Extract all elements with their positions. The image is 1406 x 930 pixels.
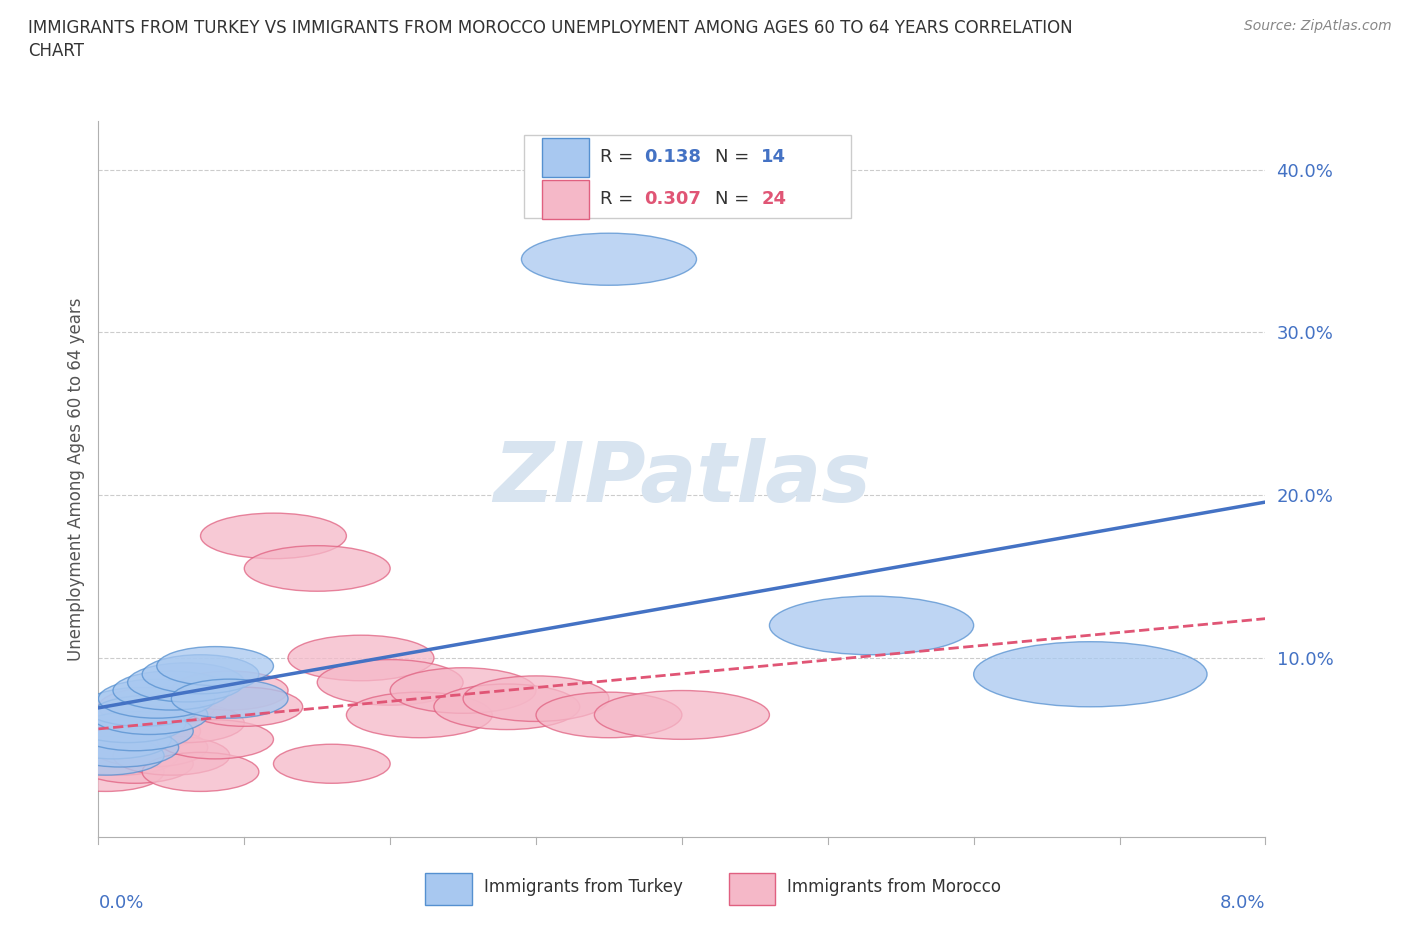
Y-axis label: Unemployment Among Ages 60 to 64 years: Unemployment Among Ages 60 to 64 years xyxy=(66,298,84,660)
Ellipse shape xyxy=(84,711,201,751)
Ellipse shape xyxy=(201,513,346,559)
Ellipse shape xyxy=(112,671,229,711)
Text: IMMIGRANTS FROM TURKEY VS IMMIGRANTS FROM MOROCCO UNEMPLOYMENT AMONG AGES 60 TO : IMMIGRANTS FROM TURKEY VS IMMIGRANTS FRO… xyxy=(28,19,1073,60)
Ellipse shape xyxy=(142,655,259,694)
Ellipse shape xyxy=(84,687,201,726)
Ellipse shape xyxy=(318,659,463,705)
Ellipse shape xyxy=(142,752,259,791)
Ellipse shape xyxy=(157,646,274,685)
Ellipse shape xyxy=(91,728,208,767)
Text: N =: N = xyxy=(714,149,755,166)
Ellipse shape xyxy=(463,676,609,722)
Ellipse shape xyxy=(128,663,245,702)
Ellipse shape xyxy=(98,679,215,718)
Ellipse shape xyxy=(522,233,696,286)
Ellipse shape xyxy=(62,737,179,776)
Text: 0.138: 0.138 xyxy=(644,149,702,166)
Ellipse shape xyxy=(91,696,208,735)
Ellipse shape xyxy=(974,642,1208,707)
Ellipse shape xyxy=(172,671,288,711)
Ellipse shape xyxy=(55,720,172,759)
Ellipse shape xyxy=(128,704,245,742)
Ellipse shape xyxy=(172,679,288,718)
Text: N =: N = xyxy=(714,191,755,208)
Text: R =: R = xyxy=(600,149,640,166)
Ellipse shape xyxy=(245,546,389,591)
FancyBboxPatch shape xyxy=(541,179,589,219)
Ellipse shape xyxy=(157,720,274,759)
Ellipse shape xyxy=(76,711,193,751)
Ellipse shape xyxy=(48,752,165,791)
Ellipse shape xyxy=(76,744,193,783)
Text: 24: 24 xyxy=(761,191,786,208)
Ellipse shape xyxy=(595,690,769,739)
FancyBboxPatch shape xyxy=(425,872,472,905)
Ellipse shape xyxy=(55,720,172,759)
Text: Immigrants from Morocco: Immigrants from Morocco xyxy=(787,878,1001,897)
Ellipse shape xyxy=(274,744,391,783)
Ellipse shape xyxy=(536,692,682,737)
Ellipse shape xyxy=(769,596,973,655)
Text: R =: R = xyxy=(600,191,640,208)
Ellipse shape xyxy=(391,668,536,713)
Text: 0.307: 0.307 xyxy=(644,191,702,208)
Ellipse shape xyxy=(69,704,186,742)
Text: 14: 14 xyxy=(761,149,786,166)
Ellipse shape xyxy=(434,684,579,729)
Text: 8.0%: 8.0% xyxy=(1220,894,1265,912)
Ellipse shape xyxy=(48,737,165,776)
Ellipse shape xyxy=(112,737,229,776)
Text: 0.0%: 0.0% xyxy=(98,894,143,912)
Ellipse shape xyxy=(98,687,215,726)
Ellipse shape xyxy=(186,687,302,726)
Text: Source: ZipAtlas.com: Source: ZipAtlas.com xyxy=(1244,19,1392,33)
Ellipse shape xyxy=(288,635,434,681)
Ellipse shape xyxy=(346,692,492,737)
FancyBboxPatch shape xyxy=(541,138,589,177)
Ellipse shape xyxy=(69,704,186,742)
Ellipse shape xyxy=(62,728,179,767)
FancyBboxPatch shape xyxy=(728,872,775,905)
FancyBboxPatch shape xyxy=(524,135,851,218)
Text: ZIPatlas: ZIPatlas xyxy=(494,438,870,520)
Text: Immigrants from Turkey: Immigrants from Turkey xyxy=(484,878,682,897)
